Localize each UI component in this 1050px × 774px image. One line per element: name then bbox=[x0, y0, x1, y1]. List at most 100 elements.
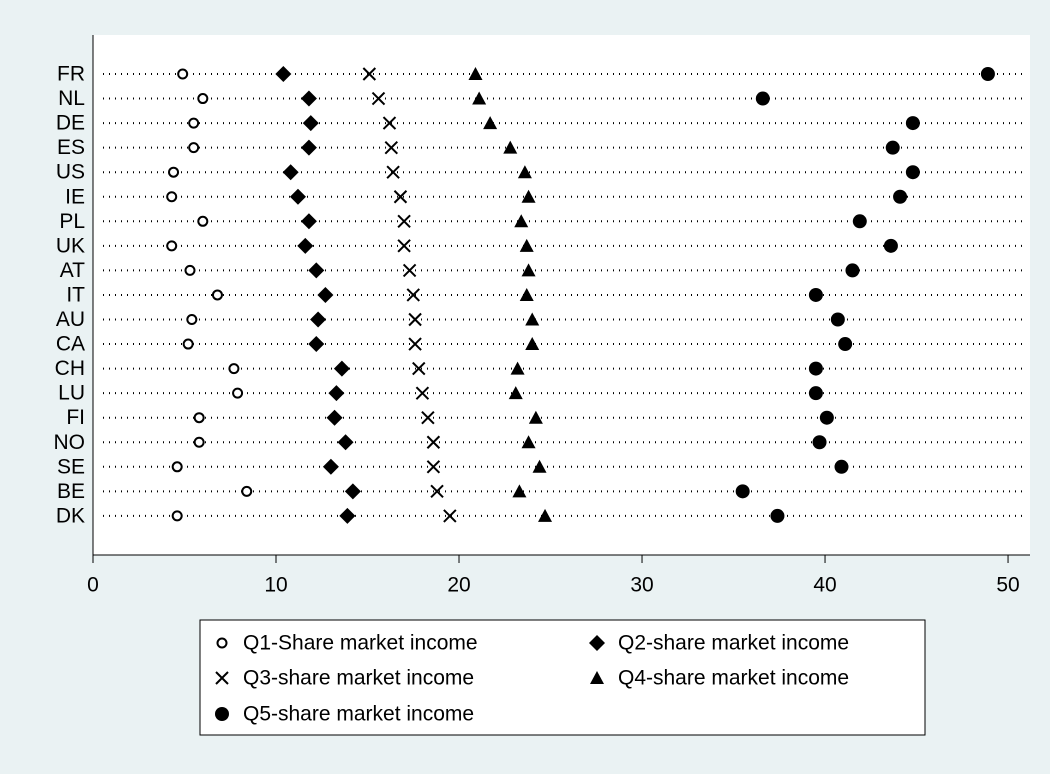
y-tick-label: SE bbox=[57, 455, 85, 478]
marker bbox=[517, 165, 532, 179]
marker bbox=[328, 385, 345, 402]
legend-marker bbox=[216, 637, 228, 649]
marker bbox=[339, 507, 356, 524]
marker bbox=[232, 387, 244, 399]
marker bbox=[186, 314, 198, 325]
plot-area bbox=[93, 35, 1030, 555]
legend-label: Q3-share market income bbox=[243, 667, 474, 690]
legend-marker bbox=[215, 707, 229, 721]
marker bbox=[310, 311, 327, 328]
marker bbox=[521, 263, 536, 277]
marker bbox=[430, 484, 444, 499]
marker bbox=[980, 67, 995, 81]
marker bbox=[812, 435, 827, 450]
marker bbox=[168, 166, 180, 178]
marker bbox=[397, 214, 411, 229]
marker bbox=[386, 165, 400, 179]
marker bbox=[177, 68, 189, 80]
marker bbox=[512, 484, 527, 498]
marker bbox=[905, 165, 920, 180]
marker bbox=[468, 67, 483, 80]
marker bbox=[344, 483, 361, 500]
marker bbox=[519, 238, 534, 252]
marker bbox=[275, 66, 292, 82]
y-tick-label: FI bbox=[66, 406, 85, 429]
marker bbox=[408, 312, 422, 327]
marker bbox=[905, 116, 920, 131]
marker bbox=[197, 215, 209, 227]
marker bbox=[289, 188, 306, 205]
marker bbox=[171, 510, 183, 522]
marker bbox=[228, 363, 240, 375]
marker bbox=[885, 140, 900, 155]
marker bbox=[426, 460, 441, 474]
x-tick-label: 10 bbox=[264, 574, 287, 597]
x-tick-label: 20 bbox=[447, 574, 470, 597]
y-tick-label: UK bbox=[56, 234, 85, 257]
marker bbox=[397, 239, 411, 253]
y-tick-label: FR bbox=[57, 63, 85, 86]
marker bbox=[510, 361, 525, 375]
marker bbox=[819, 410, 834, 425]
marker bbox=[735, 484, 750, 499]
legend-box bbox=[199, 619, 926, 736]
marker bbox=[333, 360, 350, 377]
x-tick-label: 50 bbox=[996, 574, 1019, 597]
x-tick-label: 0 bbox=[87, 574, 99, 597]
marker bbox=[408, 337, 422, 351]
marker bbox=[402, 263, 417, 278]
marker bbox=[519, 287, 534, 301]
marker bbox=[883, 238, 898, 253]
marker bbox=[406, 288, 420, 302]
y-tick-label: PL bbox=[59, 210, 85, 233]
marker bbox=[188, 117, 200, 129]
marker bbox=[300, 139, 317, 156]
marker bbox=[297, 237, 314, 254]
legend-label: Q2-share market income bbox=[618, 632, 849, 655]
marker bbox=[483, 116, 498, 130]
y-tick-label: LU bbox=[58, 382, 85, 405]
marker bbox=[532, 459, 547, 473]
marker bbox=[337, 434, 354, 451]
marker bbox=[508, 386, 523, 400]
marker bbox=[211, 289, 223, 301]
marker bbox=[241, 485, 253, 497]
marker bbox=[302, 115, 319, 132]
marker bbox=[525, 312, 540, 326]
marker bbox=[893, 189, 908, 204]
marker bbox=[308, 262, 325, 279]
x-tick-label: 40 bbox=[813, 574, 836, 597]
marker bbox=[393, 190, 408, 204]
y-tick-label: IE bbox=[65, 185, 85, 208]
y-tick-label: AT bbox=[60, 259, 85, 282]
legend-marker bbox=[589, 635, 605, 651]
legend-label: Q1-Share market income bbox=[243, 632, 478, 655]
marker bbox=[300, 90, 317, 107]
marker bbox=[528, 410, 543, 424]
marker bbox=[412, 361, 426, 376]
marker bbox=[808, 386, 823, 401]
marker bbox=[755, 91, 770, 106]
marker bbox=[838, 337, 853, 352]
y-tick-label: DE bbox=[56, 112, 85, 135]
marker bbox=[182, 338, 194, 350]
marker bbox=[834, 459, 849, 474]
y-tick-label: AU bbox=[56, 308, 85, 331]
marker bbox=[415, 386, 430, 400]
legend-label: Q4-share market income bbox=[618, 667, 849, 690]
marker bbox=[322, 458, 339, 475]
legend-label: Q5-share market income bbox=[243, 703, 474, 726]
marker bbox=[514, 214, 529, 228]
marker bbox=[362, 67, 377, 81]
marker bbox=[193, 436, 205, 448]
marker bbox=[300, 213, 317, 230]
marker bbox=[472, 91, 487, 105]
marker bbox=[188, 142, 200, 154]
y-tick-label: US bbox=[56, 161, 85, 184]
y-tick-label: NL bbox=[58, 87, 85, 110]
marker bbox=[384, 140, 399, 155]
y-tick-label: IT bbox=[66, 283, 85, 306]
y-tick-label: BE bbox=[57, 480, 85, 503]
